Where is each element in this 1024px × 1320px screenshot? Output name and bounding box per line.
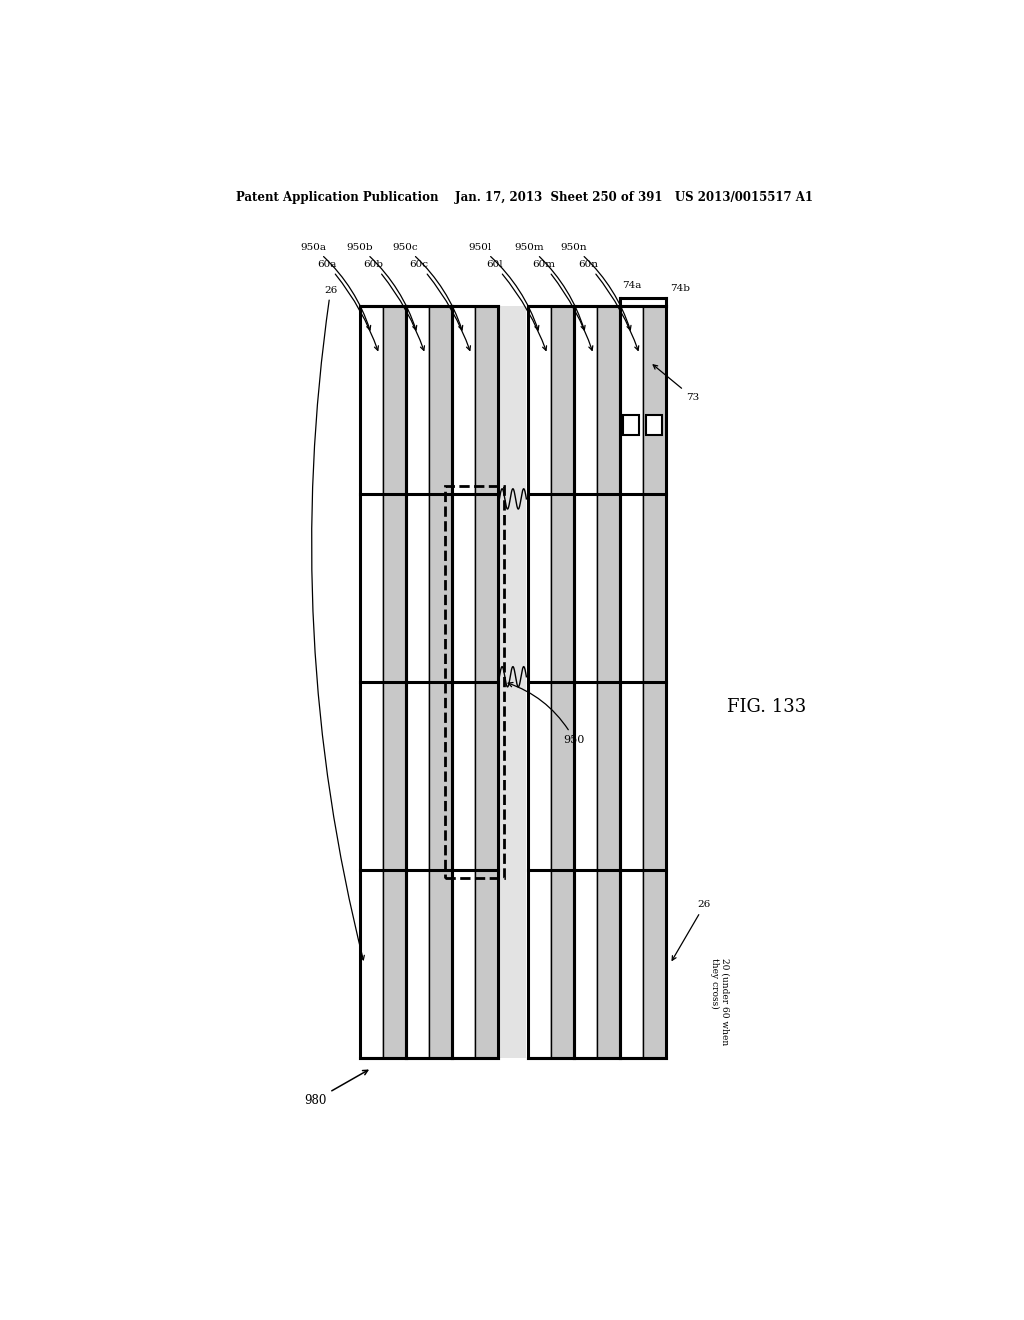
Bar	[574, 306, 597, 494]
Bar	[359, 494, 383, 682]
Text: 950n: 950n	[560, 243, 631, 330]
Text: 74a: 74a	[623, 281, 642, 289]
Bar	[429, 682, 452, 870]
Text: 950m: 950m	[514, 243, 585, 330]
Text: 950l: 950l	[468, 243, 539, 330]
Bar	[406, 306, 429, 494]
Bar	[551, 870, 574, 1057]
Bar	[452, 870, 475, 1057]
Bar	[475, 306, 498, 494]
Text: 60m: 60m	[531, 260, 593, 350]
Bar	[643, 682, 666, 870]
Text: 950: 950	[508, 682, 585, 744]
Text: 950c: 950c	[392, 243, 463, 330]
Bar	[643, 494, 666, 682]
Bar	[574, 870, 597, 1057]
Bar	[359, 306, 383, 494]
Bar	[406, 682, 429, 870]
Bar	[646, 414, 663, 436]
Bar	[551, 494, 574, 682]
Bar	[475, 494, 498, 682]
Bar	[528, 682, 551, 870]
Bar	[597, 682, 621, 870]
Bar	[643, 870, 666, 1057]
Bar	[597, 306, 621, 494]
Bar	[597, 870, 621, 1057]
Bar	[406, 494, 429, 682]
Bar	[452, 682, 475, 870]
Bar	[475, 682, 498, 870]
Text: 950b: 950b	[346, 243, 417, 330]
Bar	[574, 682, 597, 870]
Text: 60l: 60l	[486, 260, 547, 350]
Bar	[383, 682, 406, 870]
Bar	[643, 306, 666, 494]
Bar	[621, 306, 643, 494]
Bar	[452, 494, 475, 682]
Bar	[359, 870, 383, 1057]
Bar	[406, 306, 452, 1057]
Bar	[359, 306, 406, 1057]
Bar	[445, 486, 504, 878]
Bar	[528, 870, 551, 1057]
Bar	[551, 682, 574, 870]
Text: 26: 26	[311, 285, 365, 960]
Bar	[621, 494, 643, 682]
Bar	[621, 870, 643, 1057]
Bar	[429, 306, 452, 494]
Text: 980: 980	[304, 1071, 368, 1106]
Bar	[624, 414, 639, 436]
Bar	[574, 306, 621, 1057]
Text: Patent Application Publication    Jan. 17, 2013  Sheet 250 of 391   US 2013/0015: Patent Application Publication Jan. 17, …	[237, 190, 813, 203]
Bar	[383, 306, 406, 494]
Bar	[528, 306, 574, 1057]
Text: 60c: 60c	[410, 260, 470, 350]
Bar	[597, 494, 621, 682]
Text: 74b: 74b	[670, 284, 690, 293]
Text: 60a: 60a	[317, 260, 379, 350]
Bar	[452, 306, 475, 494]
Bar	[574, 494, 597, 682]
Text: 60n: 60n	[578, 260, 639, 350]
Bar	[359, 682, 383, 870]
Bar	[475, 870, 498, 1057]
Bar	[551, 306, 574, 494]
Text: 26: 26	[672, 900, 711, 960]
Bar	[528, 494, 551, 682]
Bar	[452, 306, 498, 1057]
Bar	[621, 682, 643, 870]
Text: FIG. 133: FIG. 133	[727, 698, 807, 717]
Text: 60b: 60b	[364, 260, 425, 350]
Text: 950a: 950a	[300, 243, 371, 330]
Bar	[406, 870, 429, 1057]
Text: 73: 73	[653, 364, 699, 401]
Bar	[383, 870, 406, 1057]
Bar	[383, 494, 406, 682]
Bar	[500, 306, 526, 1057]
Bar	[621, 306, 666, 1057]
Bar	[528, 306, 551, 494]
Bar	[429, 494, 452, 682]
Text: 20 (under 60 when
they cross): 20 (under 60 when they cross)	[710, 958, 729, 1045]
Bar	[429, 870, 452, 1057]
